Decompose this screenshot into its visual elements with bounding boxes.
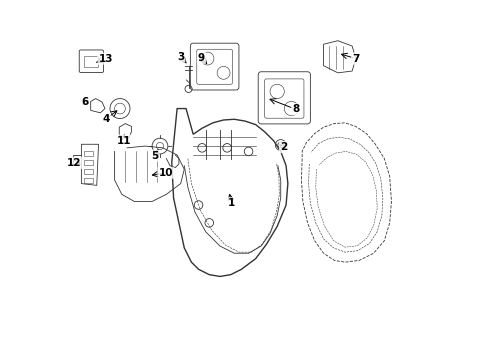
Text: 11: 11 <box>117 136 131 146</box>
Bar <box>84 169 93 174</box>
Text: 3: 3 <box>177 52 184 62</box>
Bar <box>84 160 93 165</box>
Text: 6: 6 <box>81 97 89 107</box>
Text: 9: 9 <box>198 53 205 63</box>
Bar <box>83 56 98 67</box>
Text: 5: 5 <box>151 151 159 161</box>
Text: 4: 4 <box>103 113 110 123</box>
Text: 12: 12 <box>67 158 81 168</box>
Text: 7: 7 <box>352 54 360 64</box>
Bar <box>84 151 93 156</box>
Text: 10: 10 <box>158 168 173 178</box>
Bar <box>84 178 93 183</box>
Text: 8: 8 <box>292 104 299 114</box>
Text: 1: 1 <box>228 198 235 208</box>
Text: 2: 2 <box>280 142 287 152</box>
Text: 13: 13 <box>98 54 113 64</box>
